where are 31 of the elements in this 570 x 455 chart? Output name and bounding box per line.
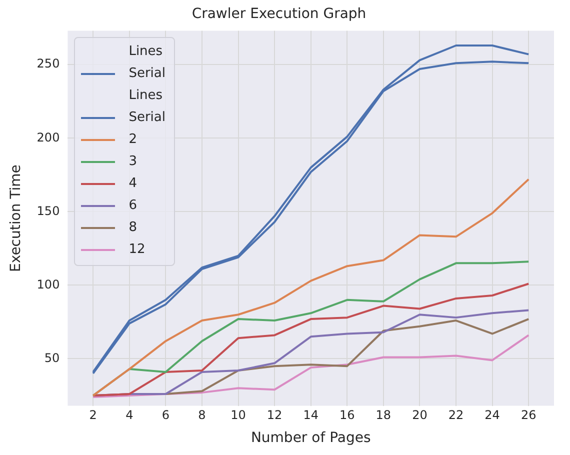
x-tick-label: 8: [198, 408, 206, 422]
x-tick-label: 10: [230, 408, 246, 422]
legend-label: Serial: [128, 66, 166, 82]
legend-label: Serial: [128, 110, 166, 126]
y-tick-label: 50: [44, 350, 60, 365]
legend-label: 6: [128, 198, 137, 214]
x-tick-label: 24: [484, 408, 500, 422]
chart-title: Crawler Execution Graph: [192, 6, 366, 22]
x-tick-label: 6: [162, 408, 170, 422]
y-tick-label: 100: [36, 277, 60, 292]
legend-label: 3: [128, 154, 137, 170]
x-tick-label: 22: [448, 408, 464, 422]
x-tick-label: 20: [412, 408, 428, 422]
x-tick-label: 18: [376, 408, 392, 422]
y-tick-label: 150: [36, 204, 60, 218]
legend-label: 4: [128, 176, 137, 192]
y-axis-title: Execution Time: [8, 164, 24, 272]
legend-label: 2: [128, 132, 137, 148]
x-tick-label: 16: [340, 408, 355, 422]
x-tick-label: 4: [126, 408, 134, 422]
x-tick-label: 14: [303, 408, 318, 422]
x-axis-title: Number of Pages: [250, 430, 371, 446]
x-tick-label: 2: [89, 408, 97, 422]
legend-title: Lines: [128, 42, 164, 61]
annotation: Lines: [128, 86, 164, 105]
legend-label: 8: [128, 220, 137, 236]
y-tick-label: 200: [36, 130, 60, 144]
x-tick-label: 12: [266, 408, 282, 422]
y-tick-label: 250: [36, 56, 60, 71]
x-tick-label: 26: [520, 408, 536, 422]
legend-label: 12: [128, 242, 146, 258]
